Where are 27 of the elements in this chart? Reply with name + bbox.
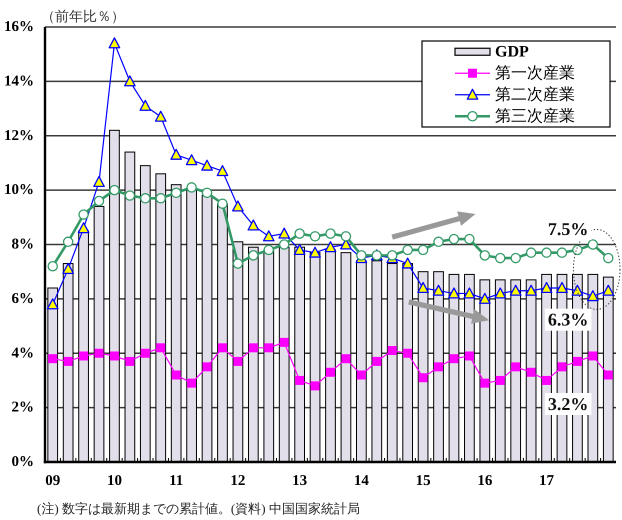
- x-tick-label: 09: [45, 473, 60, 489]
- x-tick-label: 15: [416, 473, 431, 489]
- y-tick-label: 14%: [4, 73, 34, 90]
- legend-label: GDP: [495, 43, 529, 60]
- x-tick-label: 11: [169, 473, 184, 489]
- y-tick-label: 12%: [4, 128, 34, 144]
- y-tick-label: 10%: [4, 182, 34, 198]
- x-tick-label: 16: [477, 473, 493, 489]
- x-tick-label: 12: [230, 473, 246, 489]
- data-label: 6.3%: [548, 310, 588, 330]
- legend-label: 第一次産業: [495, 64, 575, 82]
- y-tick-label: 8%: [12, 236, 34, 252]
- y-tick-label: 2%: [12, 400, 34, 416]
- y-tick-label: 6%: [12, 290, 34, 307]
- y-tick-label: 4%: [12, 345, 34, 362]
- text: (注) 数字は最新期までの累計値。(資料) 中国国家統計局: [37, 501, 360, 516]
- data-label: 3.2%: [548, 394, 588, 414]
- data-label: 7.5%: [548, 219, 588, 240]
- x-tick-label: 17: [539, 473, 555, 489]
- x-tick-label: 13: [292, 473, 308, 489]
- legend-label: 第三次産業: [495, 106, 575, 125]
- y-tick-label: 0%: [12, 454, 34, 470]
- y-axis-title: （前年比％）: [41, 9, 125, 25]
- y-tick-label: 16%: [4, 19, 34, 35]
- x-tick-label: 10: [106, 473, 122, 489]
- x-tick-label: 14: [354, 473, 370, 489]
- legend-label: 第二次産業: [495, 85, 575, 104]
